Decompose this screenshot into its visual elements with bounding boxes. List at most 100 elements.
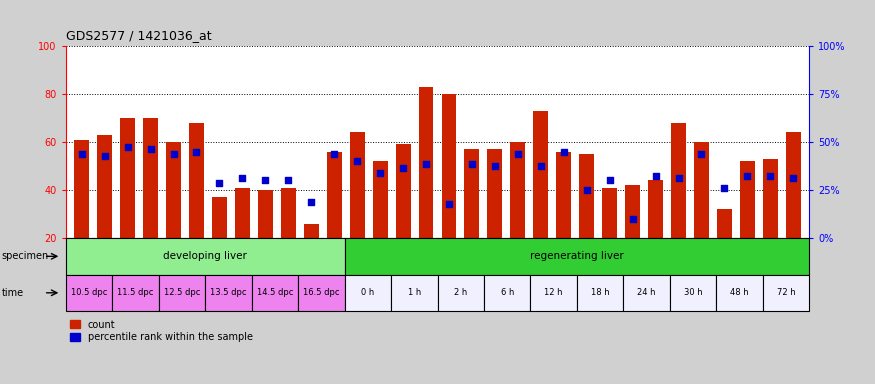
Point xyxy=(580,187,594,193)
Bar xyxy=(717,275,763,311)
Bar xyxy=(304,223,318,238)
Point xyxy=(281,177,295,184)
Text: time: time xyxy=(2,288,24,298)
Bar xyxy=(391,275,438,311)
Text: 6 h: 6 h xyxy=(500,288,514,297)
Text: 11.5 dpc: 11.5 dpc xyxy=(117,288,153,297)
Text: 30 h: 30 h xyxy=(684,288,703,297)
Bar xyxy=(671,123,686,238)
Bar xyxy=(510,142,525,238)
Bar xyxy=(158,275,205,311)
Point xyxy=(121,144,135,150)
Point xyxy=(396,166,410,172)
Point xyxy=(350,158,364,164)
Bar xyxy=(694,142,709,238)
Point xyxy=(304,199,318,205)
Bar xyxy=(625,185,640,238)
Text: 24 h: 24 h xyxy=(637,288,656,297)
Bar xyxy=(487,149,502,238)
Bar xyxy=(786,132,801,238)
Bar xyxy=(717,209,732,238)
Bar xyxy=(74,140,89,238)
Point xyxy=(465,161,479,167)
Bar xyxy=(205,275,252,311)
Bar xyxy=(530,275,577,311)
Bar xyxy=(670,275,717,311)
Text: regenerating liver: regenerating liver xyxy=(530,251,624,262)
Bar xyxy=(623,275,670,311)
Bar xyxy=(740,161,755,238)
Bar xyxy=(252,275,298,311)
Text: 16.5 dpc: 16.5 dpc xyxy=(303,288,340,297)
Point xyxy=(235,175,249,181)
Point xyxy=(648,172,662,179)
Point xyxy=(603,177,617,184)
Bar xyxy=(166,142,181,238)
Bar xyxy=(396,144,410,238)
Bar xyxy=(648,180,663,238)
Point xyxy=(419,161,433,167)
Text: specimen: specimen xyxy=(2,251,49,262)
Bar xyxy=(579,154,594,238)
Text: 12.5 dpc: 12.5 dpc xyxy=(164,288,200,297)
Point xyxy=(144,146,158,152)
Bar xyxy=(350,132,365,238)
Point xyxy=(74,151,88,157)
Text: 13.5 dpc: 13.5 dpc xyxy=(210,288,247,297)
Point xyxy=(166,151,180,157)
Text: 72 h: 72 h xyxy=(777,288,795,297)
Text: 2 h: 2 h xyxy=(454,288,467,297)
Bar xyxy=(112,275,158,311)
Text: GDS2577 / 1421036_at: GDS2577 / 1421036_at xyxy=(66,29,211,42)
Bar xyxy=(66,275,112,311)
Text: 12 h: 12 h xyxy=(544,288,563,297)
Bar xyxy=(298,275,345,311)
Bar xyxy=(442,94,457,238)
Point xyxy=(534,163,548,169)
Bar xyxy=(120,118,135,238)
Point xyxy=(190,149,204,155)
Bar xyxy=(281,188,296,238)
Point xyxy=(213,180,227,186)
Bar xyxy=(66,238,345,275)
Point xyxy=(695,151,709,157)
Bar xyxy=(144,118,158,238)
Bar xyxy=(212,197,227,238)
Point xyxy=(327,151,341,157)
Bar xyxy=(602,188,617,238)
Bar xyxy=(234,188,250,238)
Text: 48 h: 48 h xyxy=(731,288,749,297)
Bar xyxy=(345,275,391,311)
Text: 14.5 dpc: 14.5 dpc xyxy=(256,288,293,297)
Bar xyxy=(763,275,809,311)
Bar xyxy=(418,87,433,238)
Bar xyxy=(484,275,530,311)
Point xyxy=(787,175,801,181)
Point xyxy=(511,151,525,157)
Point xyxy=(373,170,387,176)
Point xyxy=(740,172,754,179)
Legend: count, percentile rank within the sample: count, percentile rank within the sample xyxy=(71,320,253,342)
Bar xyxy=(97,135,112,238)
Bar xyxy=(534,111,549,238)
Bar xyxy=(763,159,778,238)
Text: developing liver: developing liver xyxy=(163,251,247,262)
Bar xyxy=(258,190,273,238)
Point xyxy=(488,163,502,169)
Bar xyxy=(556,152,571,238)
Bar xyxy=(189,123,204,238)
Point xyxy=(671,175,685,181)
Point xyxy=(763,172,777,179)
Text: 10.5 dpc: 10.5 dpc xyxy=(71,288,107,297)
Point xyxy=(626,216,640,222)
Bar xyxy=(373,161,388,238)
Bar xyxy=(438,275,484,311)
Text: 0 h: 0 h xyxy=(361,288,374,297)
Point xyxy=(258,177,272,184)
Bar xyxy=(577,275,623,311)
Bar xyxy=(345,238,809,275)
Bar xyxy=(326,152,341,238)
Point xyxy=(556,149,570,155)
Point xyxy=(98,153,112,160)
Bar xyxy=(465,149,480,238)
